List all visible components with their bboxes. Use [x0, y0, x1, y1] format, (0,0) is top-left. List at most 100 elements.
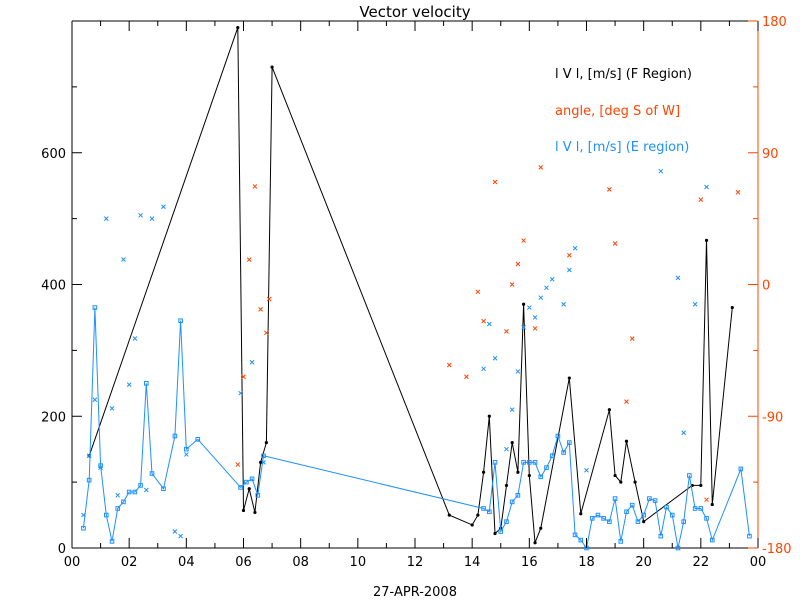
data-point [608, 408, 611, 411]
data-point [482, 319, 486, 323]
data-point [625, 440, 628, 443]
data-point [676, 276, 680, 280]
x-tick-label: 12 [407, 555, 424, 570]
series-1 [82, 306, 752, 550]
data-point [516, 262, 520, 266]
data-point [471, 523, 474, 526]
y-right-tick-label: 0 [762, 279, 770, 294]
y-left-tick-label: 400 [41, 279, 66, 294]
y-right-tick-label: -180 [762, 542, 792, 557]
data-point [448, 513, 451, 516]
data-point [179, 534, 183, 538]
data-point [236, 26, 239, 29]
data-point [633, 481, 636, 484]
data-point [447, 363, 451, 367]
data-point [504, 329, 508, 333]
x-tick-label: 02 [121, 555, 138, 570]
data-point [659, 169, 663, 173]
x-tick-label: 14 [464, 555, 481, 570]
series-3 [81, 169, 708, 538]
data-point [127, 383, 131, 387]
data-point [630, 337, 634, 341]
y-right-tick-label: 90 [762, 147, 779, 162]
data-point [476, 290, 480, 294]
data-point [487, 322, 491, 326]
data-point [699, 198, 703, 202]
legend-entry-e-region: l V l, [m/s] (E region) [555, 140, 689, 155]
data-point [533, 541, 536, 544]
legend: l V l, [m/s] (F Region) angle, [deg S of… [555, 67, 692, 155]
data-point [731, 306, 734, 309]
legend-entry-angle: angle, [deg S of W] [555, 104, 680, 119]
data-point [493, 532, 496, 535]
series-2 [236, 165, 740, 501]
data-point [253, 511, 256, 514]
data-point [567, 253, 571, 257]
data-point [248, 487, 251, 490]
data-point [528, 474, 531, 477]
data-point [619, 481, 622, 484]
data-point [482, 367, 486, 371]
x-tick-label: 16 [521, 555, 538, 570]
x-axis-label: 27-APR-2008 [373, 585, 457, 600]
data-point [116, 493, 120, 497]
data-point [533, 326, 537, 330]
data-point [533, 315, 537, 319]
data-point [527, 306, 531, 310]
data-point [104, 217, 108, 221]
data-point [539, 165, 543, 169]
data-point [504, 447, 508, 451]
data-point [711, 503, 714, 506]
x-tick-label: 10 [350, 555, 367, 570]
data-point [573, 246, 577, 250]
x-tick-label: 18 [578, 555, 595, 570]
x-tick-label: 08 [292, 555, 309, 570]
data-point [705, 239, 708, 242]
data-point [247, 258, 251, 262]
data-point [173, 530, 177, 534]
data-point [133, 337, 137, 341]
data-point [613, 242, 617, 246]
data-point [705, 498, 709, 502]
data-point [265, 441, 268, 444]
data-point [253, 184, 257, 188]
legend-entry-f-region: l V l, [m/s] (F Region) [555, 67, 692, 82]
data-point [562, 302, 566, 306]
data-point [144, 488, 148, 492]
x-tick-label: 20 [635, 555, 652, 570]
data-point [568, 376, 571, 379]
data-point [544, 286, 548, 290]
data-point [539, 296, 543, 300]
data-point [510, 408, 514, 412]
data-point [259, 307, 263, 311]
data-point [642, 520, 645, 523]
data-point [705, 185, 709, 189]
series-line [83, 308, 749, 548]
data-point [539, 527, 542, 530]
data-point [579, 512, 582, 515]
data-point [464, 375, 468, 379]
data-point [505, 484, 508, 487]
y-left-tick-label: 0 [58, 542, 66, 557]
data-point [550, 277, 554, 281]
data-point [161, 205, 165, 209]
data-point [516, 471, 519, 474]
y-left-tick-label: 600 [41, 147, 66, 162]
data-point [522, 303, 525, 306]
data-point [699, 484, 702, 487]
data-point [482, 471, 485, 474]
data-point [625, 400, 629, 404]
data-point [267, 297, 271, 301]
data-point [250, 360, 254, 364]
data-point [93, 398, 97, 402]
data-point [607, 187, 611, 191]
data-point [488, 415, 491, 418]
data-point [493, 180, 497, 184]
data-point [522, 325, 526, 329]
data-point [150, 217, 154, 221]
data-point [236, 463, 240, 467]
x-tick-label: 00 [750, 555, 767, 570]
chart-title: Vector velocity [359, 3, 470, 21]
data-point [613, 474, 616, 477]
